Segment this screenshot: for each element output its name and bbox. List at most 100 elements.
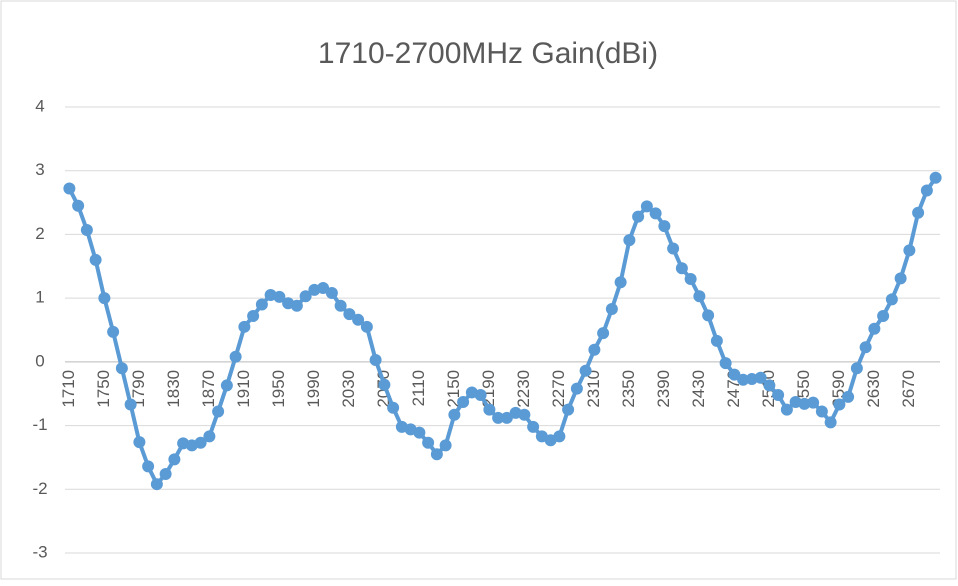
data-point xyxy=(815,405,828,418)
data-point xyxy=(807,396,820,409)
data-point xyxy=(640,200,653,213)
y-tick-label: -1 xyxy=(32,415,47,434)
data-point xyxy=(430,448,443,461)
data-point xyxy=(868,322,881,335)
y-tick-label: 2 xyxy=(35,224,44,243)
data-point xyxy=(842,390,855,403)
data-point xyxy=(150,478,163,491)
data-point xyxy=(212,405,225,418)
data-point xyxy=(317,281,330,294)
data-point xyxy=(369,353,382,366)
y-tick-label: 1 xyxy=(35,288,44,307)
x-tick-label: 2030 xyxy=(339,370,358,408)
data-point xyxy=(483,403,496,416)
data-point xyxy=(780,403,793,416)
data-point xyxy=(702,309,715,322)
data-point xyxy=(719,357,732,370)
x-tick-label: 1750 xyxy=(94,370,113,408)
x-tick-label: 1950 xyxy=(269,370,288,408)
y-tick-label: 4 xyxy=(35,96,44,115)
data-point xyxy=(850,362,863,375)
data-point xyxy=(255,298,268,311)
data-point xyxy=(728,368,741,381)
data-point xyxy=(745,373,758,386)
data-point xyxy=(168,453,181,466)
y-tick-label: -3 xyxy=(32,542,47,561)
data-point xyxy=(98,292,111,305)
data-point xyxy=(588,343,601,356)
data-point xyxy=(343,308,356,321)
data-point xyxy=(658,220,671,233)
data-point xyxy=(859,341,872,354)
data-point xyxy=(597,327,610,340)
data-point xyxy=(360,320,373,333)
data-point xyxy=(290,299,303,312)
data-point xyxy=(614,276,627,289)
x-tick-label: 2670 xyxy=(899,370,918,408)
data-point xyxy=(124,398,137,411)
data-point xyxy=(763,379,776,392)
x-tick-label: 2630 xyxy=(864,370,883,408)
data-point xyxy=(273,290,286,303)
data-point xyxy=(894,272,907,285)
x-tick-label: 1830 xyxy=(164,370,183,408)
data-point xyxy=(553,430,566,443)
data-point xyxy=(920,184,933,197)
data-point xyxy=(562,403,575,416)
data-point xyxy=(605,302,618,315)
data-point xyxy=(238,320,251,333)
x-tick-label: 2270 xyxy=(549,370,568,408)
data-point xyxy=(387,401,400,414)
x-tick-label: 1870 xyxy=(199,370,218,408)
data-point xyxy=(72,199,85,212)
data-point xyxy=(649,207,662,220)
data-point xyxy=(693,290,706,303)
data-point xyxy=(80,223,93,236)
data-point xyxy=(903,244,916,257)
data-point xyxy=(518,408,531,421)
data-point xyxy=(824,416,837,429)
data-point xyxy=(334,299,347,312)
data-point xyxy=(422,436,435,449)
data-point xyxy=(570,382,583,395)
data-point xyxy=(115,362,128,375)
data-point xyxy=(579,364,592,377)
x-tick-label: 2190 xyxy=(479,370,498,408)
y-tick-label: 0 xyxy=(35,351,44,370)
data-point xyxy=(500,411,513,424)
data-point xyxy=(457,395,470,408)
data-point xyxy=(527,420,540,433)
x-tick-label: 2230 xyxy=(514,370,533,408)
data-point xyxy=(737,373,750,386)
data-point xyxy=(247,309,260,322)
data-point xyxy=(133,436,146,449)
data-point xyxy=(632,210,645,223)
x-tick-label: 2150 xyxy=(444,370,463,408)
x-tick-label: 1790 xyxy=(129,370,148,408)
data-point xyxy=(325,287,338,300)
data-point xyxy=(107,325,120,338)
data-point xyxy=(912,206,925,219)
data-point xyxy=(378,378,391,391)
data-point xyxy=(159,467,172,480)
x-tick-label: 1910 xyxy=(234,370,253,408)
data-point xyxy=(89,253,102,266)
x-tick-label: 2390 xyxy=(654,370,673,408)
x-tick-label: 1990 xyxy=(304,370,323,408)
data-point xyxy=(675,262,688,275)
data-point xyxy=(877,309,890,322)
data-point xyxy=(885,293,898,306)
data-point xyxy=(492,411,505,424)
data-point xyxy=(229,350,242,363)
x-tick-label: 2310 xyxy=(584,370,603,408)
data-point xyxy=(299,290,312,303)
data-point xyxy=(474,388,487,401)
data-point xyxy=(710,334,723,347)
data-point xyxy=(772,388,785,401)
data-point xyxy=(833,398,846,411)
y-tick-label: -2 xyxy=(32,479,47,498)
x-tick-label: 1710 xyxy=(59,370,78,408)
x-tick-label: 2110 xyxy=(409,370,428,407)
data-point xyxy=(667,242,680,255)
